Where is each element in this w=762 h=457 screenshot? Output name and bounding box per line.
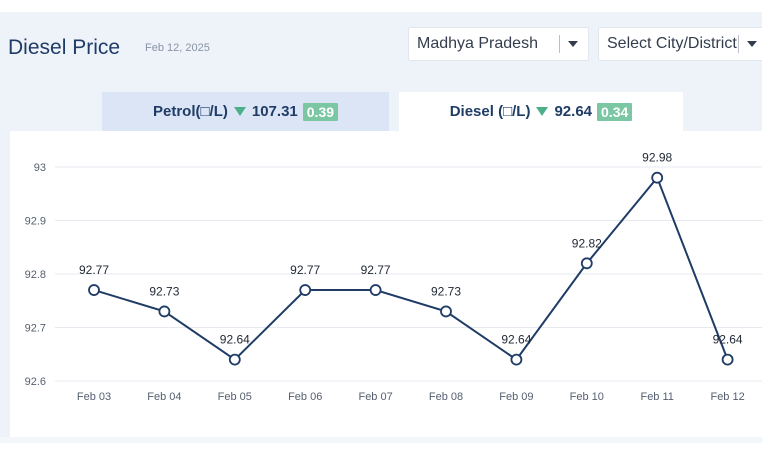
data-point[interactable] [369,284,382,296]
data-value-label: 92.82 [572,236,602,250]
page-title: Diesel Price [8,36,121,59]
data-value-label: 92.73 [149,284,179,298]
chevron-down-icon [747,41,757,47]
trend-down-icon [233,107,246,116]
price-line-chart: 92.6 92.7 92.8 92.9 93 Feb 03 Feb 04 Feb 05 Feb… [25,151,762,403]
x-tick-label: Feb 11 [640,391,673,403]
price-chart-area: 92.6 92.7 92.8 92.9 93 Feb 03 Feb 04 Feb 05 Feb… [10,131,762,437]
data-point[interactable] [88,284,100,296]
state-select[interactable]: Madhya Pradesh [408,27,589,61]
x-tick-label: Feb 08 [429,391,463,403]
tab-diesel[interactable]: Diesel (□/L) 92.64 0.34 [399,92,683,131]
data-point[interactable] [158,305,171,318]
tab-petrol-change-badge: 0.39 [302,102,339,121]
x-tick-label: Feb 06 [288,391,322,403]
tab-petrol[interactable]: Petrol(□/L) 107.31 0.39 [102,92,389,131]
trend-down-icon [536,107,549,116]
data-point[interactable] [580,257,593,270]
state-select-value: Madhya Pradesh [417,35,538,52]
data-value-label: 92.98 [642,151,672,165]
data-point[interactable] [510,353,523,366]
data-value-label: 92.77 [361,263,391,277]
tab-diesel-price: 92.64 [554,103,593,120]
data-point[interactable] [228,353,241,366]
data-value-label: 92.77 [79,263,109,277]
tab-diesel-change-badge: 0.34 [597,102,633,121]
y-tick-label: 92.8 [25,269,46,281]
city-select-placeholder: Select City/District [607,35,737,52]
x-tick-label: Feb 03 [77,391,111,403]
data-value-label: 92.73 [431,284,461,298]
series-line [93,175,729,361]
chevron-down-icon [568,41,578,47]
x-tick-label: Feb 12 [710,391,744,403]
x-tick-label: Feb 09 [499,391,533,403]
x-tick-label: Feb 10 [570,391,604,403]
tab-petrol-price: 107.31 [251,103,298,120]
tab-diesel-label: Diesel (□/L) [449,103,531,120]
data-value-label: 92.64 [220,333,250,347]
y-tick-label: 93 [34,162,46,174]
page-date: Feb 12, 2025 [145,42,210,54]
x-tick-label: Feb 05 [218,391,252,403]
x-tick-label: Feb 07 [358,391,392,403]
data-point[interactable] [440,305,452,318]
data-value-label: 92.64 [501,333,531,347]
y-tick-label: 92.9 [25,216,46,228]
y-tick-label: 92.6 [25,376,46,388]
city-select[interactable]: Select City/District [598,27,762,61]
tab-petrol-label: Petrol(□/L) [152,103,228,120]
data-value-label: 92.64 [713,333,743,347]
select-separator [738,35,739,53]
bottom-strip [0,437,762,457]
data-point[interactable] [721,353,734,366]
x-tick-label: Feb 04 [147,391,181,403]
data-point[interactable] [651,171,664,184]
select-separator [559,35,560,53]
data-value-label: 92.77 [290,263,320,277]
y-tick-label: 92.7 [25,323,46,335]
data-point[interactable] [299,284,312,296]
